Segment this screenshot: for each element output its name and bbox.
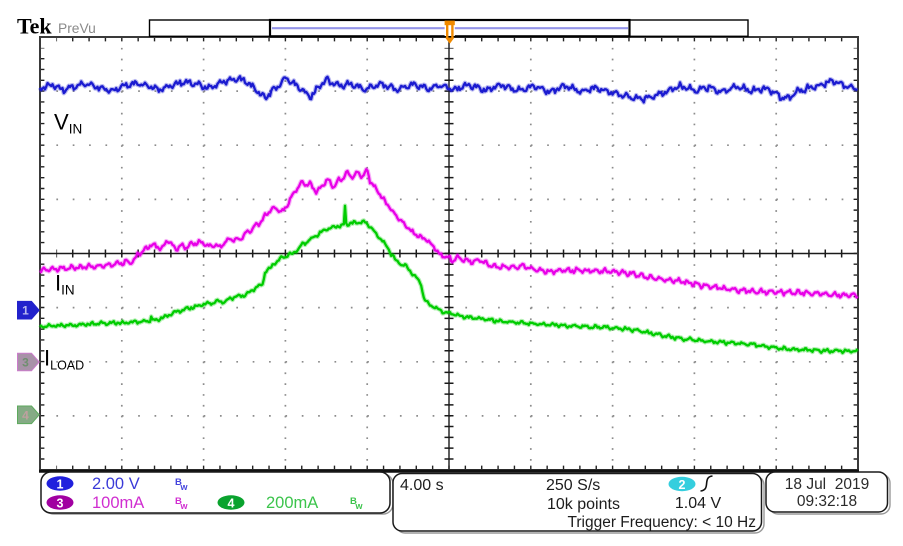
svg-text:2.00 V: 2.00 V xyxy=(92,475,140,493)
svg-text:250 S/s: 250 S/s xyxy=(546,477,600,494)
svg-text:Tek: Tek xyxy=(17,14,52,39)
svg-text:3: 3 xyxy=(22,356,29,370)
svg-text:2: 2 xyxy=(679,478,686,492)
svg-text:Trigger Frequency: < 10 Hz: Trigger Frequency: < 10 Hz xyxy=(567,514,756,531)
svg-text:100mA: 100mA xyxy=(92,494,144,512)
svg-text:w: w xyxy=(180,501,189,511)
svg-text:3: 3 xyxy=(57,496,64,510)
svg-text:18 Jul 2019: 18 Jul 2019 xyxy=(785,476,869,493)
svg-text:B: B xyxy=(175,477,182,488)
svg-text:1: 1 xyxy=(22,304,29,318)
svg-text:200mA: 200mA xyxy=(266,494,318,512)
svg-text:4.00 s: 4.00 s xyxy=(400,477,444,494)
svg-text:10k points: 10k points xyxy=(547,496,620,513)
svg-text:09:32:18: 09:32:18 xyxy=(797,493,857,510)
svg-text:B: B xyxy=(350,496,357,507)
svg-text:w: w xyxy=(355,501,364,511)
svg-text:PreVu: PreVu xyxy=(58,21,96,36)
svg-text:1: 1 xyxy=(57,477,64,491)
svg-text:4: 4 xyxy=(22,408,29,422)
svg-text:B: B xyxy=(175,496,182,507)
svg-text:w: w xyxy=(180,482,189,492)
svg-text:1.04 V: 1.04 V xyxy=(675,495,722,512)
svg-text:4: 4 xyxy=(228,496,235,510)
